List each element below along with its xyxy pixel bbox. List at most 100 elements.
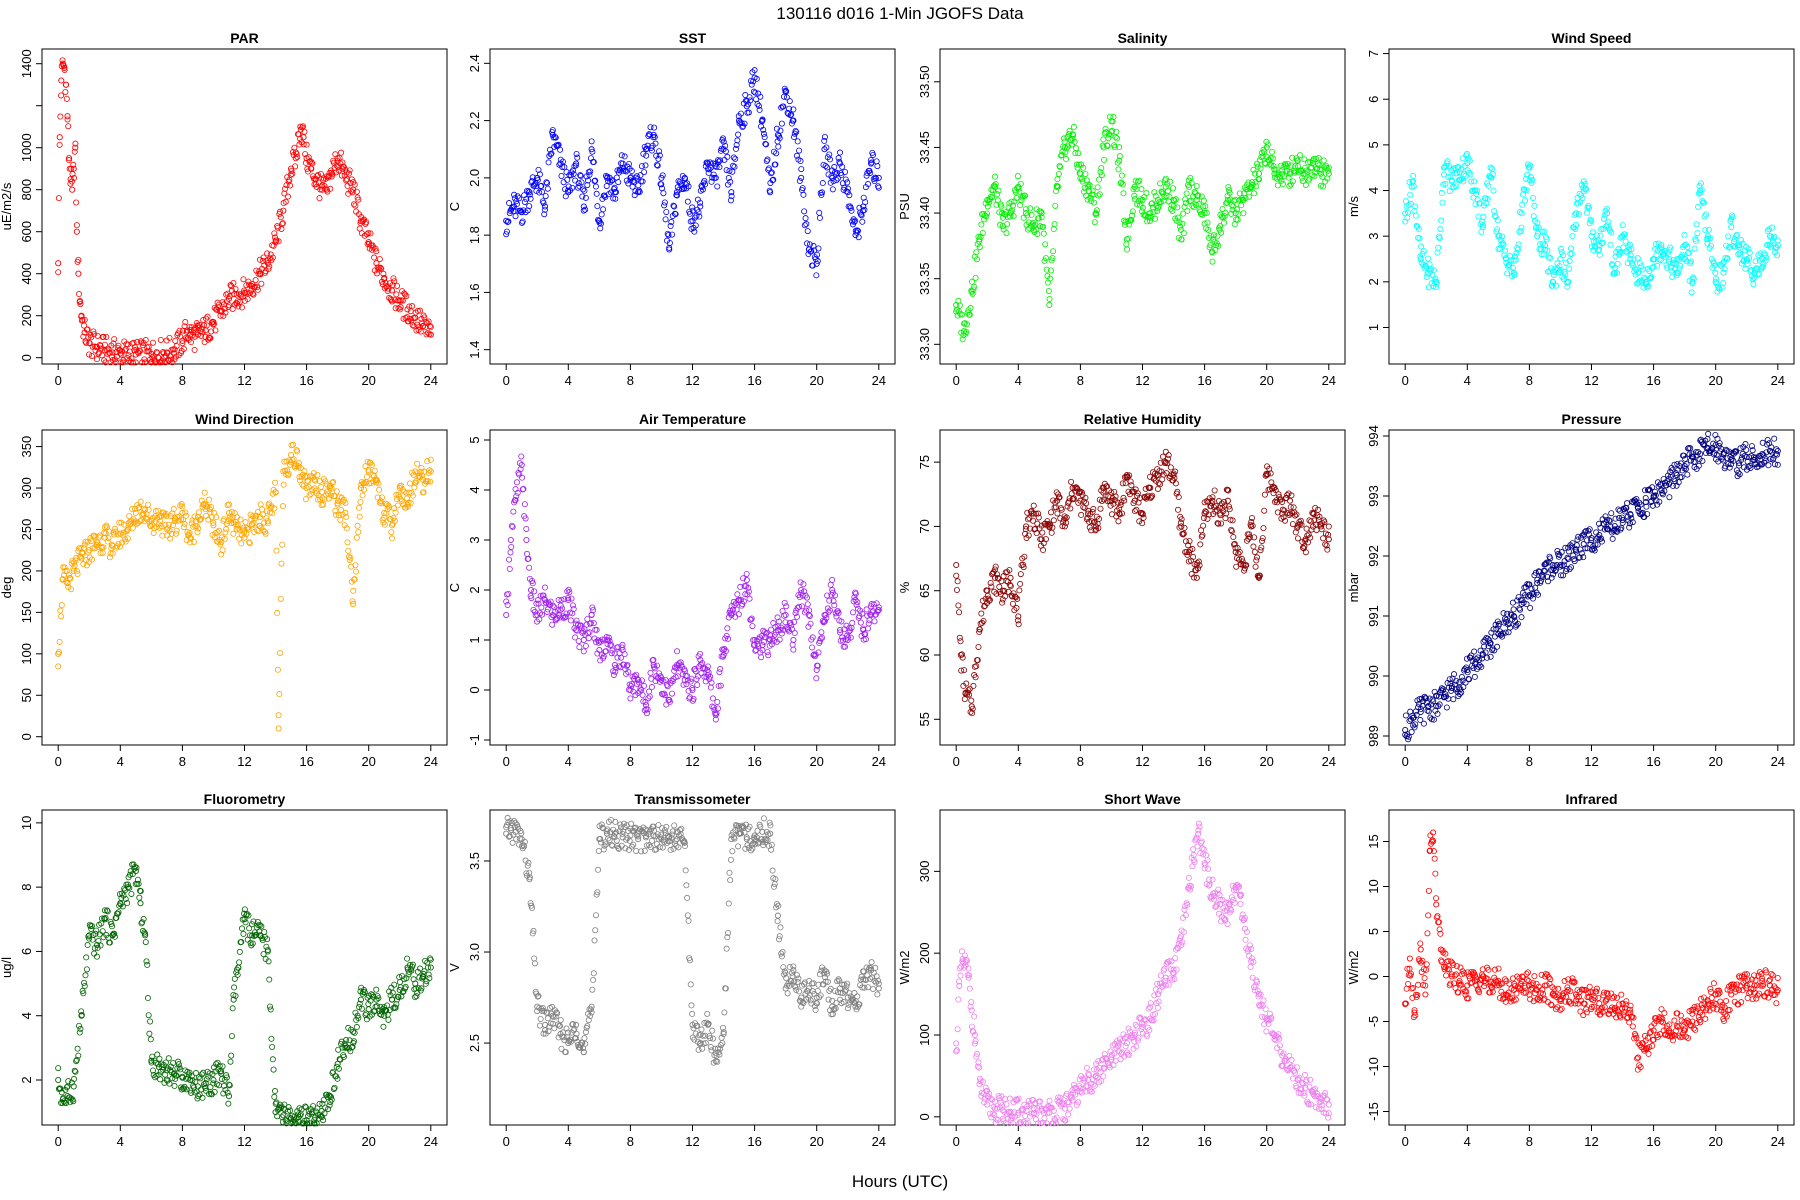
data-point [702,181,709,188]
data-point [88,537,95,544]
data-point [1774,237,1781,244]
data-point [285,470,292,477]
data-point [996,583,1003,590]
data-point [1050,226,1057,233]
data-point [512,213,519,220]
data-point [1494,643,1501,650]
data-point [1182,199,1189,206]
scatter-cloud [55,441,434,719]
data-point [1428,716,1435,723]
data-point [601,192,608,199]
data-point [1139,204,1146,211]
data-point [1047,267,1054,274]
data-point [97,342,104,349]
x-tick-label: 0 [503,373,510,388]
data-point [1028,211,1035,218]
data-point [1165,198,1172,205]
data-point [844,634,851,641]
data-point [300,134,307,141]
data-point [63,81,70,88]
data-point [1745,245,1752,252]
data-point [873,158,880,165]
data-point [101,347,108,354]
data-point [674,648,681,655]
data-point [309,160,316,167]
data-point [283,458,290,465]
data-point [839,180,846,187]
data-point [568,595,575,602]
data-point [1009,600,1016,607]
data-point [538,604,545,611]
data-point [1448,177,1455,184]
data-point [595,637,602,644]
data-point [506,565,513,572]
x-tick-label: 16 [299,754,313,769]
data-point [1606,227,1613,234]
data-point [62,88,69,95]
data-point [847,634,854,641]
data-point [1412,721,1419,728]
data-point [781,93,788,100]
data-point [305,154,312,161]
data-point [729,610,736,617]
data-point [971,283,978,290]
data-point [357,484,364,492]
data-point [1409,712,1416,719]
data-point [64,113,71,120]
data-point [317,483,324,490]
data-point [66,155,73,162]
data-point [94,539,101,546]
data-point [509,523,516,530]
data-point [345,553,352,560]
data-point [860,194,867,201]
data-point [731,163,738,170]
data-point [426,331,433,338]
data-point [312,477,319,484]
data-point [353,568,360,575]
data-point [636,688,643,695]
data-point [716,669,723,676]
data-point [1501,247,1508,254]
data-point [168,530,175,537]
data-point [238,304,245,311]
x-tick-label: 16 [747,373,761,388]
data-point [210,321,217,328]
data-point [86,554,93,561]
data-point [207,335,214,342]
data-point [520,486,527,493]
data-point [1078,489,1085,496]
data-point [1244,186,1251,193]
data-point [1239,558,1246,565]
data-point [606,637,613,644]
data-point [866,617,873,624]
data-point [1152,192,1159,199]
data-point [826,597,833,604]
data-point [1101,156,1108,163]
data-point [1022,192,1029,199]
data-point [586,171,593,178]
data-point [541,206,548,213]
data-point [315,171,322,178]
data-point [1746,249,1753,256]
data-point [210,519,217,526]
data-point [1251,548,1258,555]
data-point [661,692,668,699]
data-point [592,183,599,190]
data-point [1170,470,1177,477]
data-point [1458,166,1465,173]
data-point [986,597,993,604]
data-point [1220,499,1227,506]
plot-frame [939,429,1346,746]
data-point [1246,531,1253,538]
data-point [1271,170,1278,177]
data-point [1061,523,1068,530]
data-point [1741,257,1748,264]
data-point [124,341,131,348]
data-point [1729,214,1736,221]
data-point [1738,237,1745,244]
data-point [666,239,673,246]
data-point [1226,503,1233,510]
data-point [793,152,800,159]
data-point [1677,262,1684,269]
